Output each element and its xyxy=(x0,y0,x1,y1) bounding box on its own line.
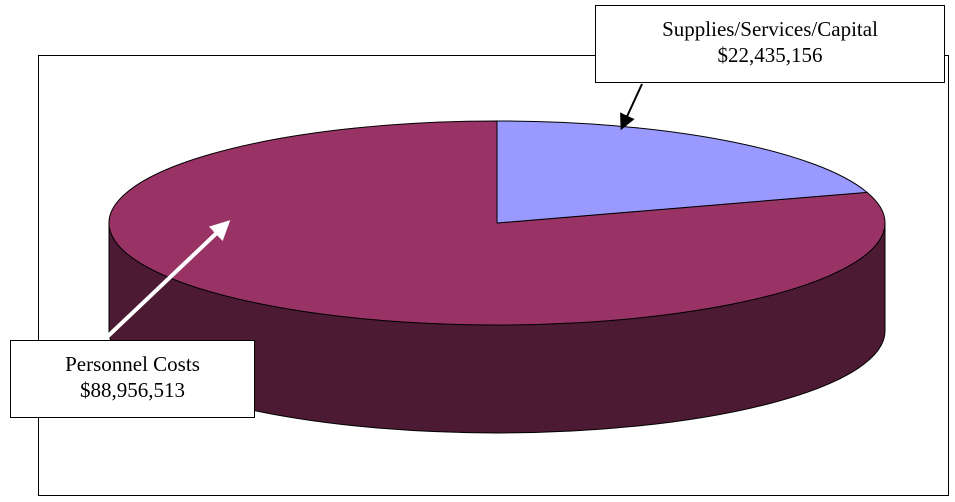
plot-area-frame xyxy=(38,55,949,496)
slice-value-supplies: $22,435,156 xyxy=(717,43,823,67)
slice-label-personnel: Personnel Costs xyxy=(65,352,200,376)
callout-supplies: Supplies/Services/Capital $22,435,156 xyxy=(595,5,945,83)
arrow-supplies xyxy=(620,83,643,131)
arrow-personnel xyxy=(104,220,231,340)
callout-personnel: Personnel Costs $88,956,513 xyxy=(10,340,255,418)
pie-slice-supplies xyxy=(496,120,869,224)
slice-label-supplies: Supplies/Services/Capital xyxy=(662,17,878,41)
pie-slice-personnel xyxy=(108,120,886,326)
slice-value-personnel: $88,956,513 xyxy=(80,378,185,402)
